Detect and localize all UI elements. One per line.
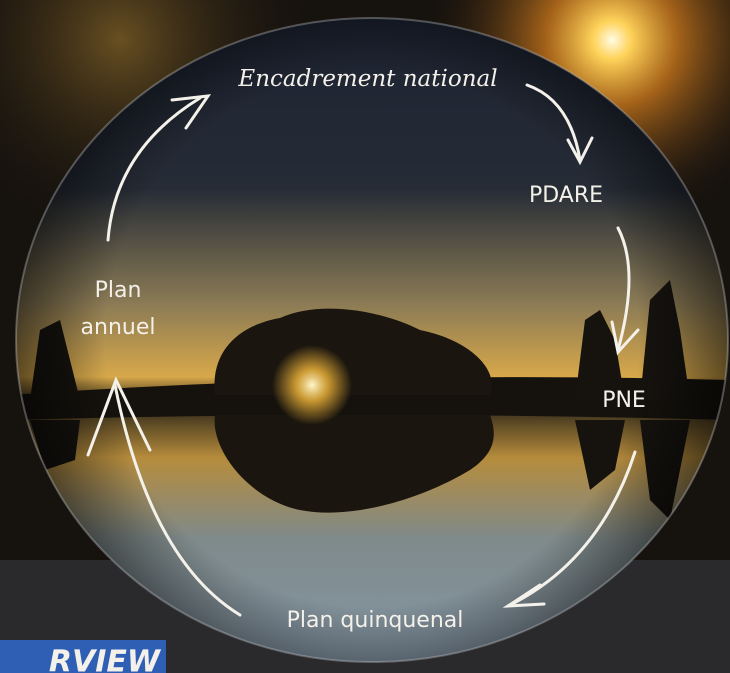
banner-label: RVIEW [49,645,162,673]
page: Encadrement national PDARE PNE Plan quin… [0,0,730,673]
node-label: Plan [95,278,142,303]
node-label: PDARE [529,183,603,208]
node-label: annuel [81,315,156,340]
node-label: Plan quinquenal [287,608,464,633]
node-label: PNE [602,388,646,413]
diagram: Encadrement national PDARE PNE Plan quin… [0,0,730,673]
node-label: Encadrement national [237,66,497,92]
